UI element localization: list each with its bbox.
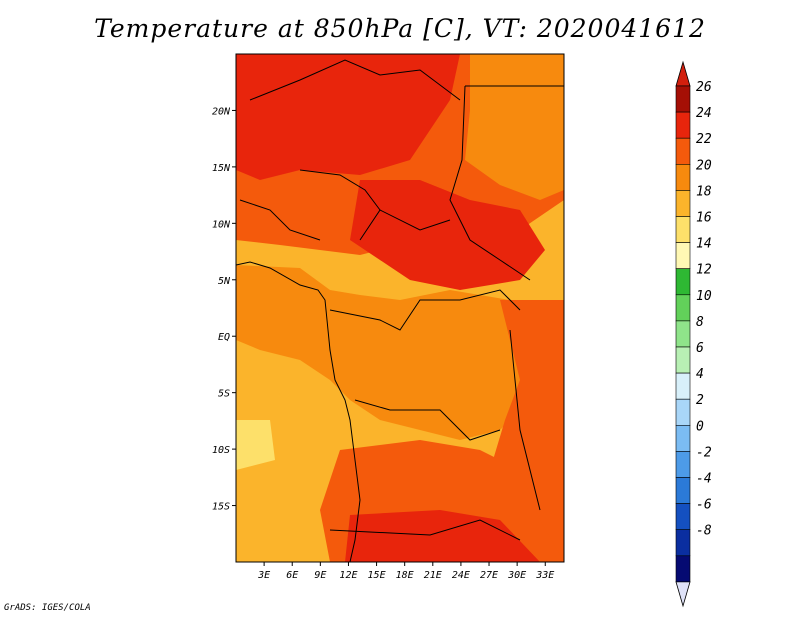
colorbar-swatch <box>675 503 691 531</box>
colorbar-swatch <box>675 268 691 296</box>
colorbar-swatch <box>675 451 691 478</box>
colorbar-label: -6 <box>696 498 712 513</box>
colorbar-swatch <box>675 242 691 270</box>
colorbar-label: 6 <box>696 341 704 356</box>
y-axis: 20N 15N 10N 5N EQ 5S 10S 15S <box>212 106 236 513</box>
colorbar-swatch <box>675 320 691 348</box>
x-tick-label: 12E <box>339 570 357 581</box>
x-tick-label: 27E <box>480 570 498 581</box>
x-tick-label: 30E <box>507 570 526 581</box>
colorbar-label: -4 <box>696 472 712 487</box>
y-tick-label: 10N <box>212 219 231 230</box>
colorbar-swatch <box>675 164 691 191</box>
colorbar-label: 20 <box>696 158 712 173</box>
field-ocean-cool <box>236 420 275 470</box>
x-tick-label: 9E <box>314 570 326 581</box>
colorbar-swatch <box>675 85 691 113</box>
colorbar-bottom-arrow <box>675 581 691 608</box>
colorbar-label: -2 <box>696 445 712 460</box>
y-tick-label: EQ <box>218 332 230 343</box>
colorbar-swatch <box>675 398 691 426</box>
colorbar-swatch <box>675 137 691 165</box>
colorbar-label: 16 <box>696 211 712 226</box>
colorbar-swatch <box>675 111 691 139</box>
x-tick-label: 33E <box>535 570 554 581</box>
colorbar-swatch <box>675 529 691 557</box>
colorbar-label: 22 <box>696 132 712 147</box>
colorbar-label: 24 <box>696 106 712 121</box>
field-central-hot <box>350 180 545 290</box>
colorbar-label: 26 <box>696 80 712 95</box>
colorbar-label: 2 <box>696 393 704 408</box>
colorbar-swatch <box>675 555 691 583</box>
colorbar-swatch <box>675 216 691 243</box>
x-tick-label: 18E <box>396 570 414 581</box>
colorbar-swatch <box>675 477 691 504</box>
colorbar-top-arrow <box>675 60 691 87</box>
colorbar-label: 8 <box>696 315 704 330</box>
colorbar-label: 12 <box>696 263 712 278</box>
country-borders <box>236 59 564 562</box>
field-south-hot <box>345 510 540 562</box>
field-northeast <box>465 54 564 200</box>
colorbar-swatch <box>675 424 691 452</box>
colorbar-swatch <box>675 294 691 322</box>
x-axis: 3E 6E 9E 12E 15E 18E 21E 24E 27E 30E 33E <box>257 562 554 581</box>
y-tick-label: 20N <box>212 106 231 117</box>
y-tick-label: 10S <box>212 445 230 456</box>
x-tick-label: 15E <box>368 570 386 581</box>
colorbar-swatch <box>675 346 691 374</box>
x-tick-label: 24E <box>452 570 470 581</box>
y-tick-label: 15S <box>212 502 230 513</box>
footer-credit: GrADS: IGES/COLA <box>4 603 91 613</box>
x-tick-label: 6E <box>286 570 298 581</box>
colorbar-label: 0 <box>696 419 704 434</box>
colorbar-label: 4 <box>696 367 704 382</box>
x-tick-label: 21E <box>424 570 442 581</box>
y-tick-label: 5N <box>218 276 231 287</box>
colorbar-swatch <box>675 372 691 400</box>
colorbar-label: 14 <box>696 237 712 252</box>
colorbar-label: 18 <box>696 184 712 199</box>
map-frame <box>235 53 565 563</box>
colorbar-label: 10 <box>696 289 712 304</box>
y-tick-label: 15N <box>212 163 231 174</box>
field-sahel-hot <box>236 54 460 180</box>
chart-title: Temperature at 850hPa [C], VT: 202004161… <box>94 14 706 43</box>
y-tick-label: 5S <box>218 389 230 400</box>
colorbar-swatch <box>675 190 691 217</box>
colorbar-label: -8 <box>696 524 712 539</box>
temperature-field <box>236 54 564 562</box>
field-congo <box>236 265 540 440</box>
x-tick-label: 3E <box>257 570 270 581</box>
